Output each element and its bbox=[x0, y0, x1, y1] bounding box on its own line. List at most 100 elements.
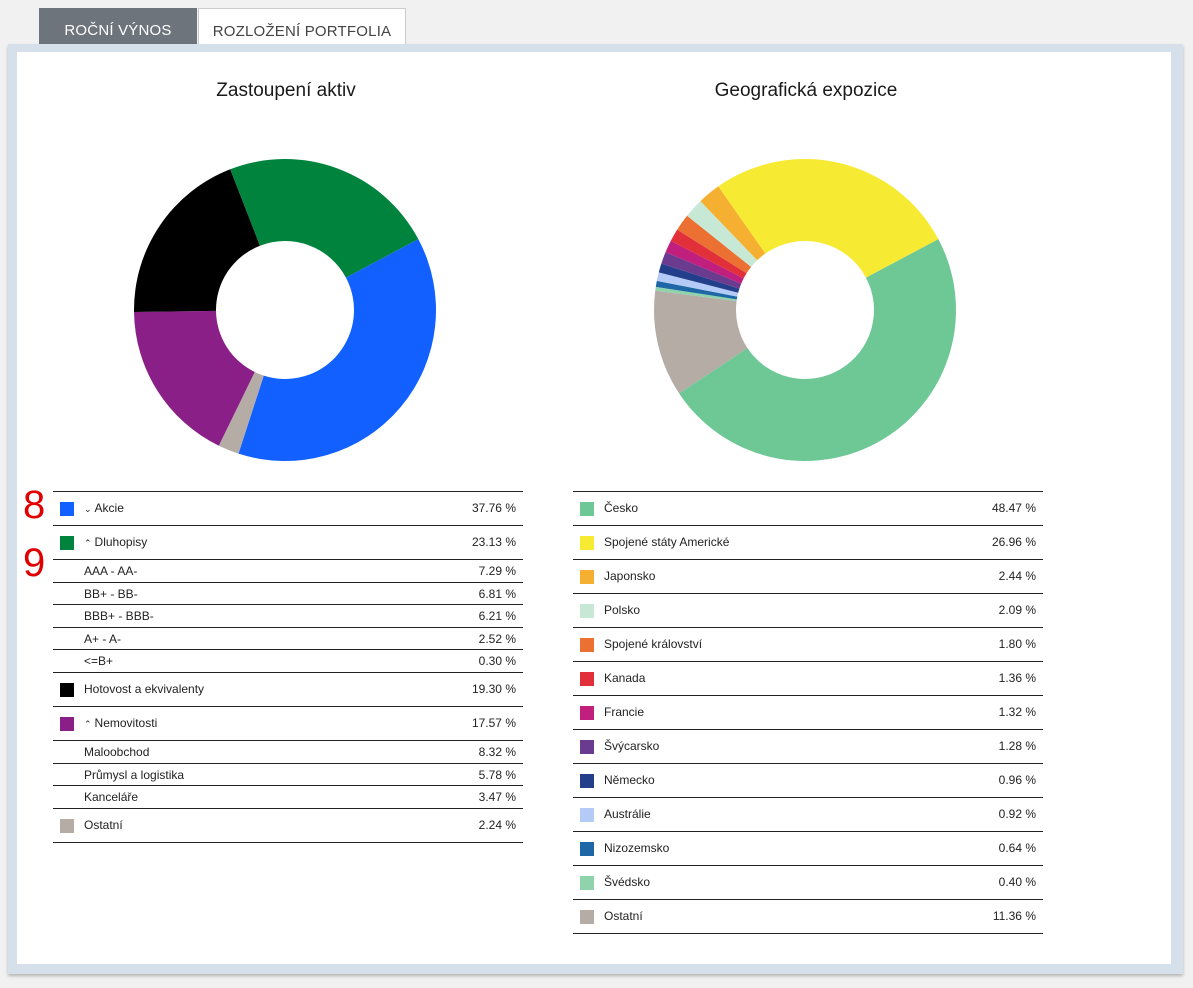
legend-swatch bbox=[580, 570, 594, 584]
legend-label: Hotovost a ekvivalenty bbox=[84, 681, 205, 696]
slice-japonsko[interactable] bbox=[700, 186, 766, 261]
slice-australie[interactable] bbox=[656, 272, 739, 297]
legend-sub-value: 7.29 % bbox=[478, 564, 516, 578]
legend-row-akcie[interactable]: ⌄ Akcie 37.76 % bbox=[53, 492, 523, 526]
legend-swatch bbox=[580, 536, 594, 550]
legend-sub-value: 5.78 % bbox=[478, 767, 516, 782]
legend-swatch bbox=[580, 604, 594, 618]
legend-label: Polsko bbox=[604, 603, 641, 617]
legend-sub-label: AAA - AA- bbox=[84, 564, 138, 578]
legend-sub-value: 2.52 % bbox=[478, 631, 516, 646]
legend-swatch bbox=[580, 774, 594, 788]
legend-sub-label: BBB+ - BBB- bbox=[84, 609, 154, 624]
legend-label: ⌄ Akcie bbox=[84, 492, 124, 526]
legend-subrow-a-a: A+ - A- 2.52 % bbox=[53, 628, 523, 651]
slice-nemecko[interactable] bbox=[658, 263, 740, 293]
legend-value: 2.24 % bbox=[478, 817, 516, 832]
legend-value: 26.96 % bbox=[991, 535, 1036, 549]
legend-label: Česko bbox=[604, 501, 639, 515]
slice-ostatni[interactable] bbox=[218, 372, 264, 454]
legend-row-kanada: Kanada 1.36 % bbox=[573, 662, 1043, 696]
annotation-marker-9: 9 bbox=[23, 541, 46, 585]
legend-label: Spojené království bbox=[604, 637, 703, 651]
legend-row-svycarsko: Švýcarsko 1.28 % bbox=[573, 730, 1043, 764]
legend-value: 17.57 % bbox=[471, 715, 516, 730]
legend-swatch bbox=[60, 682, 74, 697]
legend-value: 23.13 % bbox=[471, 535, 516, 549]
legend-subrow-prumysl-a-logistika: Průmysl a logistika 5.78 % bbox=[53, 764, 523, 787]
legend-row-spojene-staty-americke: Spojené státy Americké 26.96 % bbox=[573, 526, 1043, 560]
legend-row-nemovitosti[interactable]: ⌃ Nemovitosti 17.57 % bbox=[53, 707, 523, 741]
legend-swatch bbox=[60, 818, 74, 833]
legend-row-nemecko: Německo 0.96 % bbox=[573, 764, 1043, 798]
legend-swatch bbox=[580, 638, 594, 652]
legend-value: 2.09 % bbox=[998, 603, 1036, 617]
legend-value: 0.40 % bbox=[998, 875, 1036, 889]
legend-subrow-kancelare: Kanceláře 3.47 % bbox=[53, 786, 523, 809]
legend-sub-label: Maloobchod bbox=[84, 744, 150, 759]
slice-svedsko[interactable] bbox=[655, 286, 737, 302]
legend-subrow-bbb-bbb: BBB+ - BBB- 6.21 % bbox=[53, 605, 523, 628]
legend-row-dluhopisy[interactable]: ⌃ Dluhopisy 23.13 % bbox=[53, 526, 523, 560]
legend-sub-value: 0.30 % bbox=[478, 654, 516, 669]
asset-donut-chart bbox=[134, 159, 436, 461]
legend-label: Švédsko bbox=[604, 875, 651, 889]
annotation-marker-8: 8 bbox=[23, 483, 46, 527]
legend-row-polsko: Polsko 2.09 % bbox=[573, 594, 1043, 628]
legend-label: ⌃ Dluhopisy bbox=[84, 526, 147, 560]
legend-label: Nizozemsko bbox=[604, 841, 670, 855]
legend-value: 0.96 % bbox=[998, 773, 1036, 787]
slice-spojene-staty-americke[interactable] bbox=[718, 159, 939, 278]
legend-value: 11.36 % bbox=[992, 909, 1036, 923]
legend-row-australie: Austrálie 0.92 % bbox=[573, 798, 1043, 832]
legend-sub-value: 8.32 % bbox=[478, 744, 516, 759]
legend-subrow-bb-bb: BB+ - BB- 6.81 % bbox=[53, 583, 523, 606]
legend-sub-value: 6.81 % bbox=[478, 586, 516, 601]
legend-value: 2.44 % bbox=[998, 569, 1036, 583]
legend-row-spojene-kralovstvi: Spojené království 1.80 % bbox=[573, 628, 1043, 662]
legend-row-nizozemsko: Nizozemsko 0.64 % bbox=[573, 832, 1043, 866]
slice-svycarsko[interactable] bbox=[661, 252, 742, 289]
legend-label: Kanada bbox=[604, 671, 646, 685]
chevron-up-icon[interactable]: ⌃ bbox=[84, 718, 92, 729]
legend-swatch bbox=[580, 706, 594, 720]
legend-swatch bbox=[580, 876, 594, 890]
legend-label: Ostatní bbox=[604, 909, 643, 923]
legend-value: 0.64 % bbox=[998, 841, 1036, 855]
slice-nizozemsko[interactable] bbox=[655, 280, 738, 300]
legend-value: 1.28 % bbox=[998, 739, 1036, 753]
chevron-up-icon[interactable]: ⌃ bbox=[84, 538, 92, 548]
legend-row-cesko: Česko 48.47 % bbox=[573, 492, 1043, 526]
legend-value: 19.30 % bbox=[471, 681, 516, 696]
legend-label: Ostatní bbox=[84, 817, 123, 832]
slice-francie[interactable] bbox=[665, 240, 744, 284]
legend-value: 1.36 % bbox=[998, 671, 1036, 685]
legend-subrow-maloobchod: Maloobchod 8.32 % bbox=[53, 741, 523, 764]
legend-row-francie: Francie 1.32 % bbox=[573, 696, 1043, 730]
legend-swatch bbox=[580, 740, 594, 754]
slice-cesko[interactable] bbox=[679, 239, 956, 461]
legend-row-ostatni: Ostatní 11.36 % bbox=[573, 900, 1043, 934]
legend-label: Francie bbox=[604, 705, 645, 719]
slice-akcie[interactable] bbox=[238, 239, 436, 461]
legend-sub-label: <=B+ bbox=[84, 654, 114, 669]
legend-row-svedsko: Švédsko 0.40 % bbox=[573, 866, 1043, 900]
slice-ostatni[interactable] bbox=[654, 290, 748, 394]
legend-swatch bbox=[60, 502, 74, 516]
legend-sub-label: A+ - A- bbox=[84, 631, 122, 646]
geo-donut-chart bbox=[654, 159, 956, 461]
slice-dluhopisy[interactable] bbox=[230, 159, 419, 278]
chevron-down-icon[interactable]: ⌄ bbox=[84, 504, 92, 514]
slice-hotovost-a-ekvivalenty[interactable] bbox=[134, 169, 260, 312]
slice-polsko[interactable] bbox=[687, 201, 758, 267]
legend-swatch bbox=[580, 502, 594, 516]
geo-legend: Česko 48.47 % Spojené státy Americké 26.96 … bbox=[573, 491, 1043, 934]
legend-label: Švýcarsko bbox=[604, 739, 660, 753]
slice-spojene-kralovstvi[interactable] bbox=[677, 215, 752, 274]
slice-kanada[interactable] bbox=[670, 229, 747, 279]
legend-label: Spojené státy Americké bbox=[604, 535, 730, 549]
legend-swatch bbox=[580, 842, 594, 856]
slice-nemovitosti[interactable] bbox=[134, 310, 255, 446]
legend-subrow-b: <=B+ 0.30 % bbox=[53, 650, 523, 673]
legend-swatch bbox=[60, 716, 74, 731]
